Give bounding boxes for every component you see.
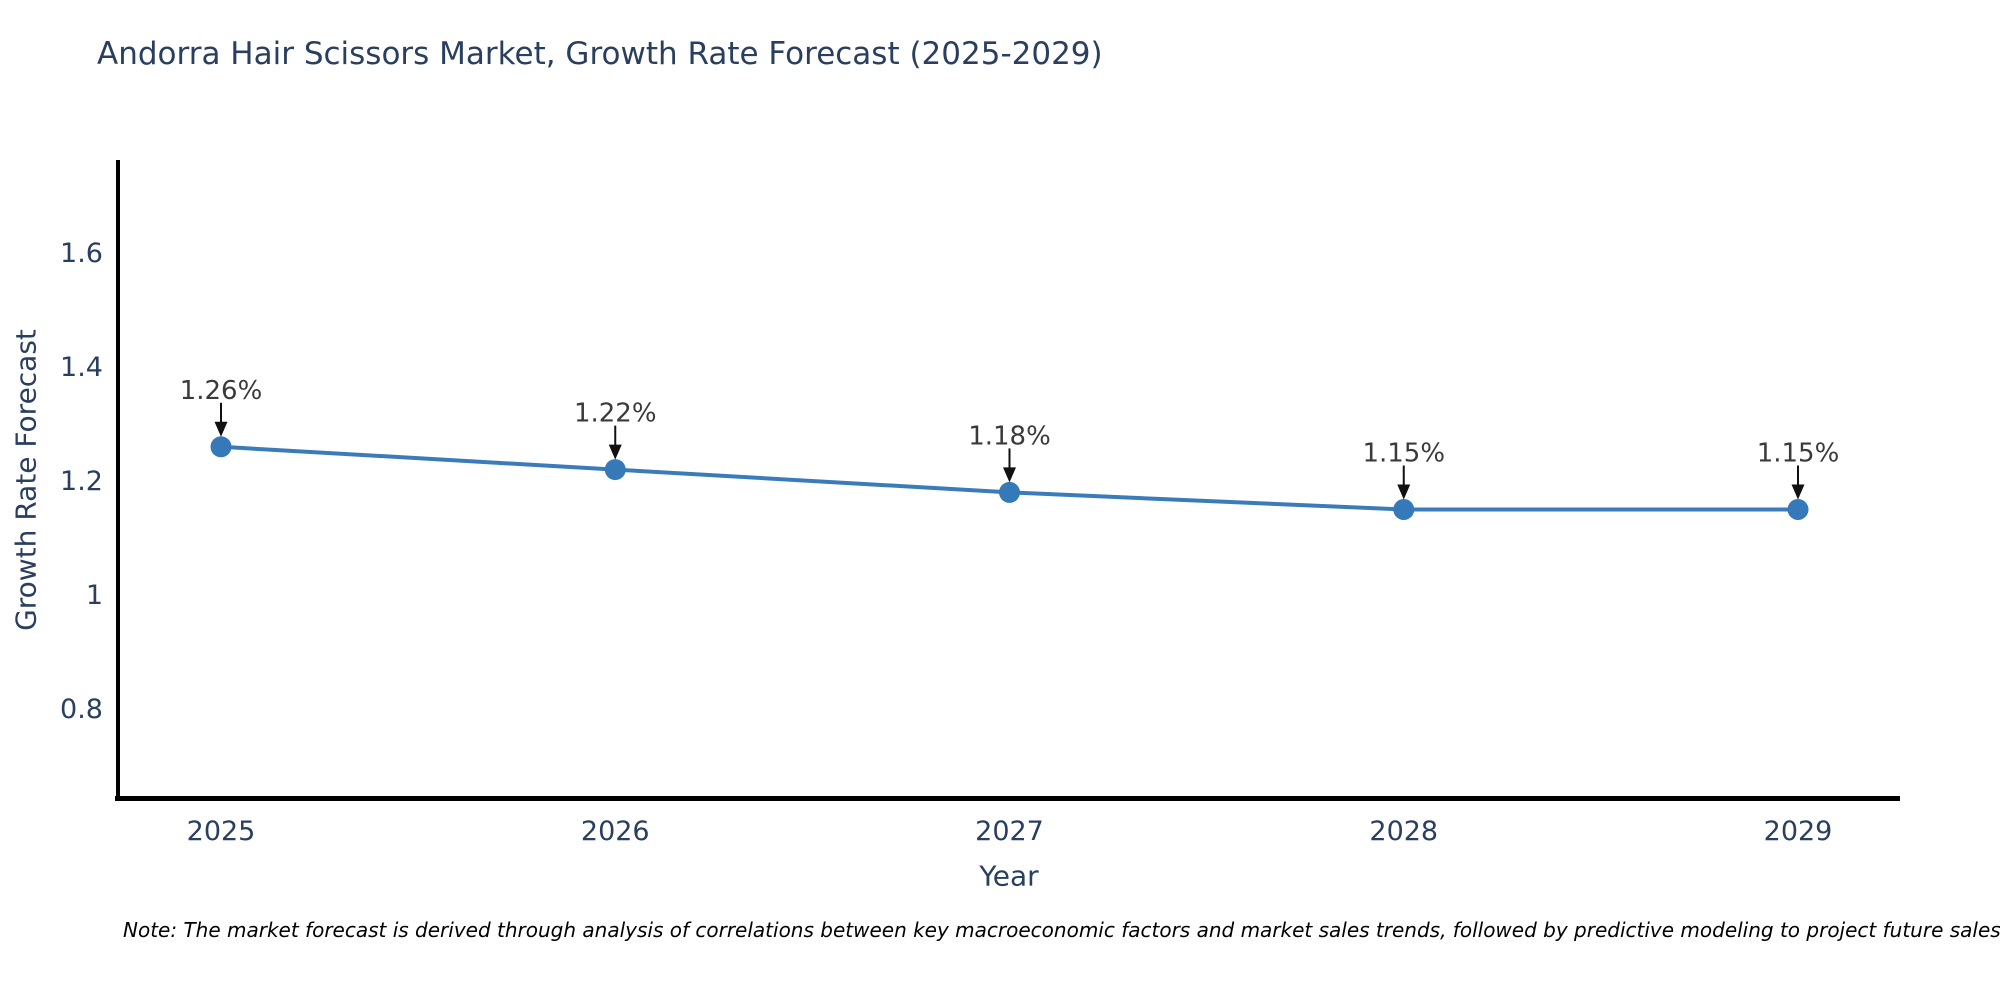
annotation-arrow-head (1397, 484, 1411, 500)
annotation-label: 1.26% (180, 376, 263, 406)
y-tick-label: 1 (86, 580, 103, 611)
annotation-label: 1.15% (1362, 439, 1445, 469)
y-axis-title: Growth Rate Forecast (9, 329, 43, 631)
x-tick-label: 2029 (1764, 816, 1833, 847)
x-axis-title: Year (979, 859, 1039, 893)
annotation-arrow-head (608, 444, 622, 460)
annotation-label: 1.22% (574, 399, 657, 429)
y-tick-label: 0.8 (60, 694, 103, 725)
annotation-label: 1.18% (968, 421, 1051, 451)
x-tick-label: 2028 (1369, 816, 1438, 847)
annotation-arrow-head (1003, 467, 1016, 483)
annotation-arrow-head (1791, 484, 1805, 500)
chart-title: Andorra Hair Scissors Market, Growth Rat… (97, 36, 1103, 72)
data-point-marker (1393, 499, 1415, 520)
x-tick-label: 2027 (975, 816, 1044, 847)
data-point-marker (999, 481, 1020, 503)
annotation-label: 1.15% (1757, 439, 1840, 469)
y-tick-label: 1.6 (60, 238, 103, 269)
y-tick-label: 1.4 (60, 352, 103, 383)
footnote-text: Note: The market forecast is derived thr… (123, 918, 2000, 942)
data-point-marker (604, 459, 626, 481)
x-tick-label: 2026 (581, 816, 650, 847)
annotation-arrow-head (214, 421, 228, 437)
data-point-marker (1787, 499, 1809, 520)
data-point-marker (210, 436, 232, 458)
x-tick-label: 2025 (187, 816, 256, 847)
y-tick-label: 1.2 (60, 466, 103, 497)
